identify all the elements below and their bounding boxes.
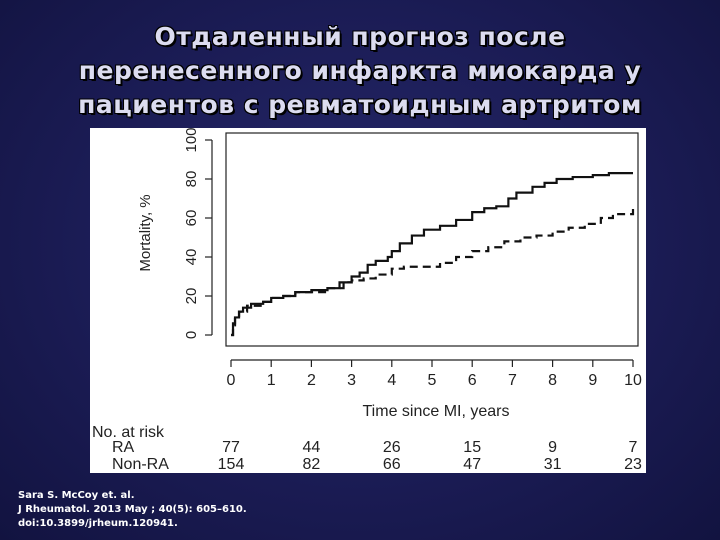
x-tick-label: 3 bbox=[347, 372, 356, 389]
dashed-mortality-curve bbox=[231, 208, 635, 337]
at-risk-table: RA 77 44 26 15 9 7 Non-RA 154 82 66 47 31 23 bbox=[112, 439, 642, 473]
solid-mortality-curve bbox=[231, 172, 633, 337]
at-risk-value: 77 bbox=[222, 439, 240, 456]
at-risk-row-label: Non-RA bbox=[112, 456, 169, 473]
y-axis-label: Mortality, % bbox=[137, 194, 154, 271]
x-tick-label: 10 bbox=[624, 372, 642, 389]
slide-title: Отдаленный прогноз после перенесенного и… bbox=[60, 20, 660, 122]
at-risk-value: 9 bbox=[548, 439, 557, 456]
x-tick-label: 1 bbox=[267, 372, 276, 389]
x-tick-label: 0 bbox=[227, 372, 236, 389]
citation-line: J Rheumatol. 2013 May ; 40(5): 605–610. bbox=[18, 504, 247, 515]
at-risk-value: 44 bbox=[303, 439, 321, 456]
x-tick-label: 4 bbox=[387, 372, 396, 389]
x-tick-label: 6 bbox=[468, 372, 477, 389]
y-tick-label: 80 bbox=[183, 171, 200, 188]
plot-frame bbox=[225, 132, 639, 347]
at-risk-value: 23 bbox=[624, 456, 642, 473]
at-risk-value: 154 bbox=[218, 456, 245, 473]
x-tick-label: 7 bbox=[508, 372, 517, 389]
x-tick-label: 8 bbox=[548, 372, 557, 389]
slide-title-line: пациентов с ревматоидным артритом bbox=[78, 90, 642, 119]
x-tick-label: 5 bbox=[428, 372, 437, 389]
at-risk-value: 26 bbox=[383, 439, 401, 456]
at-risk-value: 7 bbox=[629, 439, 638, 456]
y-tick-label: 60 bbox=[183, 210, 200, 227]
at-risk-value: 66 bbox=[383, 456, 401, 473]
x-tick-label: 2 bbox=[307, 372, 316, 389]
citation-line: doi:10.3899/jrheum.120941. bbox=[18, 518, 178, 529]
at-risk-header: No. at risk bbox=[92, 424, 165, 441]
y-tick-label: 100 bbox=[183, 128, 200, 153]
x-axis-label: Time since MI, years bbox=[363, 403, 510, 420]
slide-title-line: перенесенного инфаркта миокарда у bbox=[78, 56, 642, 85]
mortality-figure: 0 20 40 60 80 100 0 1 2 3 4 5 6 7 8 9 10 Mortality, % T… bbox=[90, 128, 646, 473]
y-axis: 0 20 40 60 80 100 bbox=[183, 128, 213, 339]
series-layer bbox=[231, 172, 635, 337]
y-tick-label: 40 bbox=[183, 249, 200, 266]
y-tick-label: 20 bbox=[183, 288, 200, 305]
x-axis: 0 1 2 3 4 5 6 7 8 9 10 bbox=[227, 359, 642, 389]
at-risk-value: 82 bbox=[303, 456, 321, 473]
citation: Sara S. McCoy et. al. J Rheumatol. 2013 … bbox=[18, 489, 418, 531]
citation-line: Sara S. McCoy et. al. bbox=[18, 490, 135, 501]
slide-title-line: Отдаленный прогноз после bbox=[154, 22, 566, 51]
at-risk-row-label: RA bbox=[112, 439, 135, 456]
at-risk-value: 31 bbox=[544, 456, 562, 473]
at-risk-value: 47 bbox=[463, 456, 481, 473]
at-risk-value: 15 bbox=[463, 439, 481, 456]
x-tick-label: 9 bbox=[588, 372, 597, 389]
y-tick-label: 0 bbox=[183, 331, 200, 339]
